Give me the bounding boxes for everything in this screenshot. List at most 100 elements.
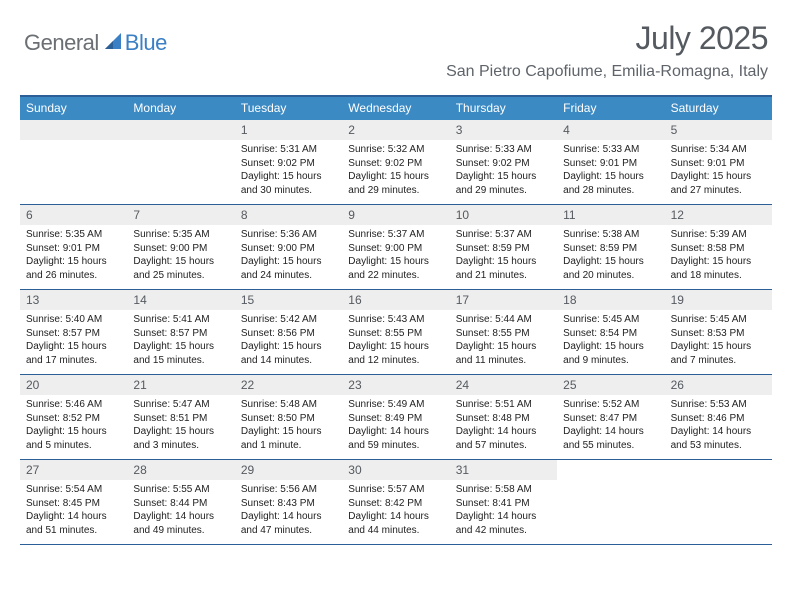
day-number: 6 [20,205,127,225]
month-title: July 2025 [446,20,768,57]
day-number: 18 [557,290,664,310]
day-body: Sunrise: 5:35 AMSunset: 9:01 PMDaylight:… [20,225,127,286]
day-body: Sunrise: 5:33 AMSunset: 9:02 PMDaylight:… [450,140,557,201]
day-body: Sunrise: 5:41 AMSunset: 8:57 PMDaylight:… [127,310,234,371]
day-cell: 23Sunrise: 5:49 AMSunset: 8:49 PMDayligh… [342,375,449,459]
logo: General Blue [24,20,167,56]
day-body: Sunrise: 5:37 AMSunset: 8:59 PMDaylight:… [450,225,557,286]
week-row: 6Sunrise: 5:35 AMSunset: 9:01 PMDaylight… [20,205,772,290]
day-number-empty [20,120,127,140]
day-cell: 24Sunrise: 5:51 AMSunset: 8:48 PMDayligh… [450,375,557,459]
day-body: Sunrise: 5:43 AMSunset: 8:55 PMDaylight:… [342,310,449,371]
day-cell: 22Sunrise: 5:48 AMSunset: 8:50 PMDayligh… [235,375,342,459]
day-cell: 13Sunrise: 5:40 AMSunset: 8:57 PMDayligh… [20,290,127,374]
day-cell: 4Sunrise: 5:33 AMSunset: 9:01 PMDaylight… [557,120,664,204]
title-block: July 2025 San Pietro Capofiume, Emilia-R… [446,20,768,81]
day-number: 16 [342,290,449,310]
day-cell: 7Sunrise: 5:35 AMSunset: 9:00 PMDaylight… [127,205,234,289]
day-body: Sunrise: 5:58 AMSunset: 8:41 PMDaylight:… [450,480,557,541]
day-body: Sunrise: 5:42 AMSunset: 8:56 PMDaylight:… [235,310,342,371]
day-number: 13 [20,290,127,310]
day-number: 15 [235,290,342,310]
day-body: Sunrise: 5:38 AMSunset: 8:59 PMDaylight:… [557,225,664,286]
day-number: 25 [557,375,664,395]
location-subtitle: San Pietro Capofiume, Emilia-Romagna, It… [446,63,768,81]
day-body: Sunrise: 5:37 AMSunset: 9:00 PMDaylight:… [342,225,449,286]
day-body: Sunrise: 5:39 AMSunset: 8:58 PMDaylight:… [665,225,772,286]
day-number: 11 [557,205,664,225]
day-body: Sunrise: 5:46 AMSunset: 8:52 PMDaylight:… [20,395,127,456]
day-body: Sunrise: 5:34 AMSunset: 9:01 PMDaylight:… [665,140,772,201]
dow-thursday: Thursday [450,97,557,120]
day-number: 12 [665,205,772,225]
day-body: Sunrise: 5:47 AMSunset: 8:51 PMDaylight:… [127,395,234,456]
day-body: Sunrise: 5:52 AMSunset: 8:47 PMDaylight:… [557,395,664,456]
week-row: 1Sunrise: 5:31 AMSunset: 9:02 PMDaylight… [20,120,772,205]
day-cell: 30Sunrise: 5:57 AMSunset: 8:42 PMDayligh… [342,460,449,544]
dow-sunday: Sunday [20,97,127,120]
logo-sail-icon [103,31,123,56]
day-cell: 9Sunrise: 5:37 AMSunset: 9:00 PMDaylight… [342,205,449,289]
logo-text-general: General [24,30,99,56]
day-number: 23 [342,375,449,395]
day-body: Sunrise: 5:31 AMSunset: 9:02 PMDaylight:… [235,140,342,201]
day-cell: 21Sunrise: 5:47 AMSunset: 8:51 PMDayligh… [127,375,234,459]
header: General Blue July 2025 San Pietro Capofi… [0,0,792,85]
day-of-week-row: Sunday Monday Tuesday Wednesday Thursday… [20,97,772,120]
day-number: 3 [450,120,557,140]
day-cell [127,120,234,204]
day-body: Sunrise: 5:36 AMSunset: 9:00 PMDaylight:… [235,225,342,286]
calendar: Sunday Monday Tuesday Wednesday Thursday… [20,95,772,545]
day-body: Sunrise: 5:40 AMSunset: 8:57 PMDaylight:… [20,310,127,371]
day-cell [20,120,127,204]
day-number-empty [127,120,234,140]
day-number: 2 [342,120,449,140]
day-number: 27 [20,460,127,480]
day-body: Sunrise: 5:45 AMSunset: 8:54 PMDaylight:… [557,310,664,371]
day-number: 9 [342,205,449,225]
week-row: 27Sunrise: 5:54 AMSunset: 8:45 PMDayligh… [20,460,772,545]
day-body: Sunrise: 5:53 AMSunset: 8:46 PMDaylight:… [665,395,772,456]
day-cell: 19Sunrise: 5:45 AMSunset: 8:53 PMDayligh… [665,290,772,374]
day-number: 17 [450,290,557,310]
day-cell: 15Sunrise: 5:42 AMSunset: 8:56 PMDayligh… [235,290,342,374]
day-number: 14 [127,290,234,310]
day-number: 28 [127,460,234,480]
dow-saturday: Saturday [665,97,772,120]
dow-tuesday: Tuesday [235,97,342,120]
day-body: Sunrise: 5:32 AMSunset: 9:02 PMDaylight:… [342,140,449,201]
day-cell: 27Sunrise: 5:54 AMSunset: 8:45 PMDayligh… [20,460,127,544]
day-body: Sunrise: 5:35 AMSunset: 9:00 PMDaylight:… [127,225,234,286]
day-cell: 6Sunrise: 5:35 AMSunset: 9:01 PMDaylight… [20,205,127,289]
day-body: Sunrise: 5:33 AMSunset: 9:01 PMDaylight:… [557,140,664,201]
day-number: 1 [235,120,342,140]
day-number: 20 [20,375,127,395]
day-number: 4 [557,120,664,140]
day-cell: 3Sunrise: 5:33 AMSunset: 9:02 PMDaylight… [450,120,557,204]
day-cell: 20Sunrise: 5:46 AMSunset: 8:52 PMDayligh… [20,375,127,459]
day-number: 30 [342,460,449,480]
day-cell: 28Sunrise: 5:55 AMSunset: 8:44 PMDayligh… [127,460,234,544]
day-number: 5 [665,120,772,140]
day-body: Sunrise: 5:55 AMSunset: 8:44 PMDaylight:… [127,480,234,541]
logo-text-blue: Blue [125,30,167,56]
day-number: 10 [450,205,557,225]
day-cell: 17Sunrise: 5:44 AMSunset: 8:55 PMDayligh… [450,290,557,374]
day-number: 26 [665,375,772,395]
day-body: Sunrise: 5:49 AMSunset: 8:49 PMDaylight:… [342,395,449,456]
day-number: 21 [127,375,234,395]
day-cell: 29Sunrise: 5:56 AMSunset: 8:43 PMDayligh… [235,460,342,544]
day-cell: 11Sunrise: 5:38 AMSunset: 8:59 PMDayligh… [557,205,664,289]
day-number: 7 [127,205,234,225]
day-cell: 14Sunrise: 5:41 AMSunset: 8:57 PMDayligh… [127,290,234,374]
day-cell: 10Sunrise: 5:37 AMSunset: 8:59 PMDayligh… [450,205,557,289]
day-number: 31 [450,460,557,480]
day-cell: 26Sunrise: 5:53 AMSunset: 8:46 PMDayligh… [665,375,772,459]
day-body: Sunrise: 5:51 AMSunset: 8:48 PMDaylight:… [450,395,557,456]
day-cell: 18Sunrise: 5:45 AMSunset: 8:54 PMDayligh… [557,290,664,374]
day-cell: 1Sunrise: 5:31 AMSunset: 9:02 PMDaylight… [235,120,342,204]
day-cell: 16Sunrise: 5:43 AMSunset: 8:55 PMDayligh… [342,290,449,374]
day-body: Sunrise: 5:44 AMSunset: 8:55 PMDaylight:… [450,310,557,371]
day-number: 24 [450,375,557,395]
day-number: 29 [235,460,342,480]
